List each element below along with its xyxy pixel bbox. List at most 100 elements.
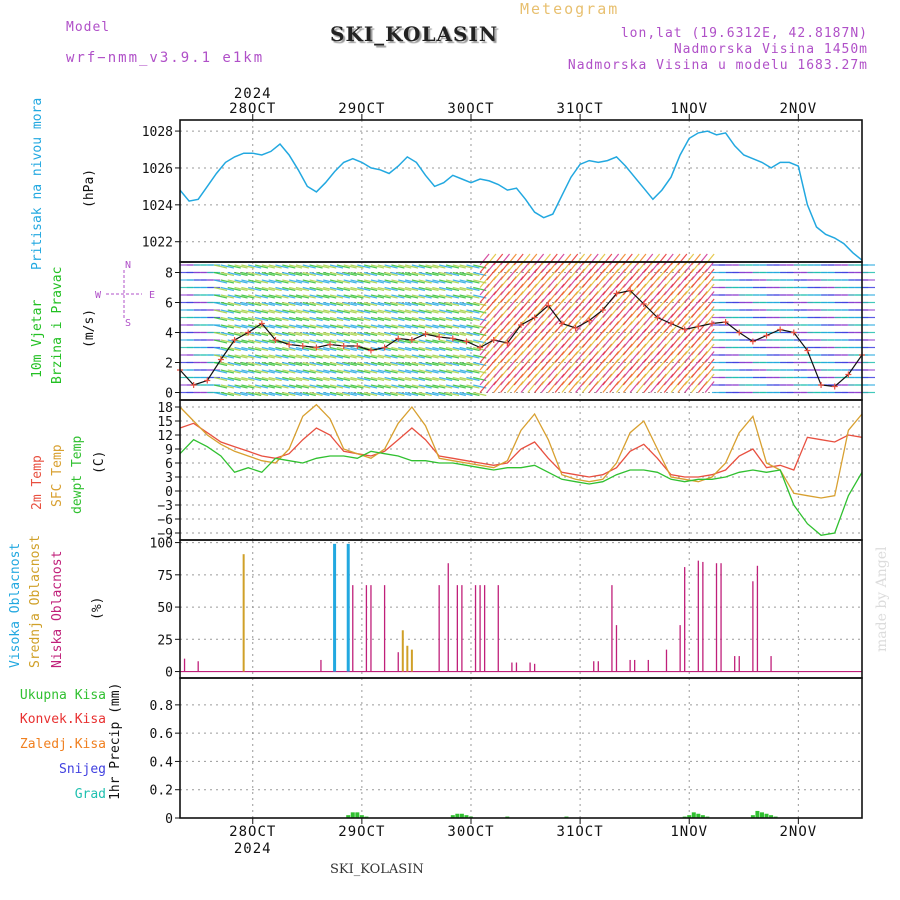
wind-direction-arrow xyxy=(268,309,282,314)
wind-direction-arrow xyxy=(220,324,235,329)
total-precip-bar xyxy=(350,812,355,818)
wind-direction-arrow xyxy=(316,391,330,397)
wind-direction-arrow xyxy=(398,301,412,307)
wind-speed-marker xyxy=(436,334,443,340)
wind-direction-arrow xyxy=(404,301,419,307)
wind-direction-arrow xyxy=(268,346,282,352)
wind-direction-arrow xyxy=(418,376,432,382)
cloud-ytick-label: 50 xyxy=(157,601,173,616)
wind-direction-arrow xyxy=(220,369,235,374)
cloud-ytick-label: 25 xyxy=(157,633,173,648)
wind-direction-arrow xyxy=(704,276,715,288)
wind-direction-arrow xyxy=(316,369,330,374)
wind-direction-arrow xyxy=(404,294,419,299)
wind-direction-arrow xyxy=(404,369,419,374)
wind-direction-arrow xyxy=(391,271,405,277)
wind-direction-arrow xyxy=(384,369,398,374)
total-precip-bar xyxy=(455,813,460,818)
wind-direction-arrow xyxy=(370,316,385,322)
wind-direction-arrow xyxy=(241,286,255,292)
wind-direction-arrow xyxy=(704,261,715,273)
wind-direction-arrow xyxy=(288,376,303,382)
wind-direction-arrow xyxy=(425,294,439,299)
wind-direction-arrow xyxy=(316,354,330,359)
wind-direction-arrow xyxy=(343,331,357,337)
wind-direction-arrow xyxy=(357,376,371,382)
wind-direction-arrow xyxy=(350,264,364,269)
wind-direction-arrow xyxy=(364,384,378,389)
wind-direction-arrow xyxy=(350,309,364,314)
wind-direction-arrow xyxy=(248,346,262,352)
wind-direction-arrow xyxy=(220,384,235,389)
wind-direction-arrow xyxy=(288,331,303,337)
wind-direction-arrow xyxy=(439,301,453,307)
wind-direction-arrow xyxy=(452,309,466,314)
wind-direction-arrow xyxy=(234,331,248,337)
wind-direction-arrow xyxy=(220,331,235,337)
total-precip-bar xyxy=(346,815,351,818)
wind-direction-arrow xyxy=(425,391,439,397)
wind-direction-arrow xyxy=(398,316,412,322)
wind-direction-arrow xyxy=(288,391,303,397)
wind-direction-arrow xyxy=(275,309,289,314)
wind-direction-arrow xyxy=(350,369,364,374)
wind-direction-arrow xyxy=(295,309,310,314)
wind-direction-arrow xyxy=(432,294,446,299)
wind-direction-arrow xyxy=(234,286,248,292)
wind-direction-arrow xyxy=(404,391,419,397)
wind-direction-arrow xyxy=(357,271,371,277)
wind-direction-arrow xyxy=(459,361,473,367)
wind-direction-arrow xyxy=(445,331,460,337)
wind-direction-arrow xyxy=(268,301,282,307)
wind-direction-arrow xyxy=(425,361,439,367)
wind-direction-arrow xyxy=(295,354,310,359)
wind-direction-arrow xyxy=(418,264,432,269)
wind-direction-arrow xyxy=(268,369,282,374)
wind-direction-arrow xyxy=(309,354,323,359)
temp-ytick-label: 18 xyxy=(157,401,173,416)
mid-cloud-bar xyxy=(410,649,413,672)
wind-direction-arrow xyxy=(425,309,439,314)
wind-direction-arrow xyxy=(288,339,303,344)
wind-direction-arrow xyxy=(309,271,323,277)
wind-direction-arrow xyxy=(309,324,323,329)
wind-direction-arrow xyxy=(343,369,357,374)
low-cloud-bar xyxy=(593,661,595,672)
wind-direction-arrow xyxy=(336,264,350,269)
wind-direction-arrow xyxy=(350,376,364,382)
wind-direction-arrow xyxy=(452,331,466,337)
total-precip-bar xyxy=(696,813,701,818)
wind-speed-marker xyxy=(490,337,497,343)
wind-direction-arrow xyxy=(404,286,419,292)
low-cloud-bar xyxy=(365,585,368,672)
wind-direction-arrow xyxy=(227,271,241,277)
wind-direction-arrow xyxy=(398,369,412,374)
wind-direction-arrow xyxy=(261,346,275,352)
wind-speed-marker xyxy=(599,307,606,313)
wind-direction-arrow xyxy=(213,286,228,292)
wind-direction-arrow xyxy=(254,316,269,322)
wind-direction-arrow xyxy=(343,384,357,389)
wind-direction-arrow xyxy=(343,324,357,329)
low-cloud-bar xyxy=(383,585,386,672)
wind-speed-marker xyxy=(367,347,374,354)
wind-direction-arrow xyxy=(309,361,323,367)
wind-direction-arrow xyxy=(302,279,316,284)
wind-direction-arrow xyxy=(391,331,405,337)
wind-direction-arrow xyxy=(466,369,480,374)
wind-direction-arrow xyxy=(329,361,344,367)
wind-direction-arrow xyxy=(357,286,371,292)
wind-speed-marker xyxy=(627,287,634,294)
wind-direction-arrow xyxy=(248,264,262,269)
wind-direction-arrow xyxy=(370,361,385,367)
wind-direction-arrow xyxy=(309,264,323,269)
wind-direction-arrow xyxy=(479,253,490,266)
wind-direction-arrow xyxy=(432,376,446,382)
wind-direction-arrow xyxy=(268,384,282,389)
wind-direction-arrow xyxy=(261,331,275,337)
bottom-date-label: 29OCT xyxy=(338,824,385,840)
wind-direction-arrow xyxy=(704,358,715,371)
wind-direction-arrow xyxy=(282,361,296,367)
wind-direction-arrow xyxy=(234,361,248,367)
wind-direction-arrow xyxy=(439,324,453,329)
